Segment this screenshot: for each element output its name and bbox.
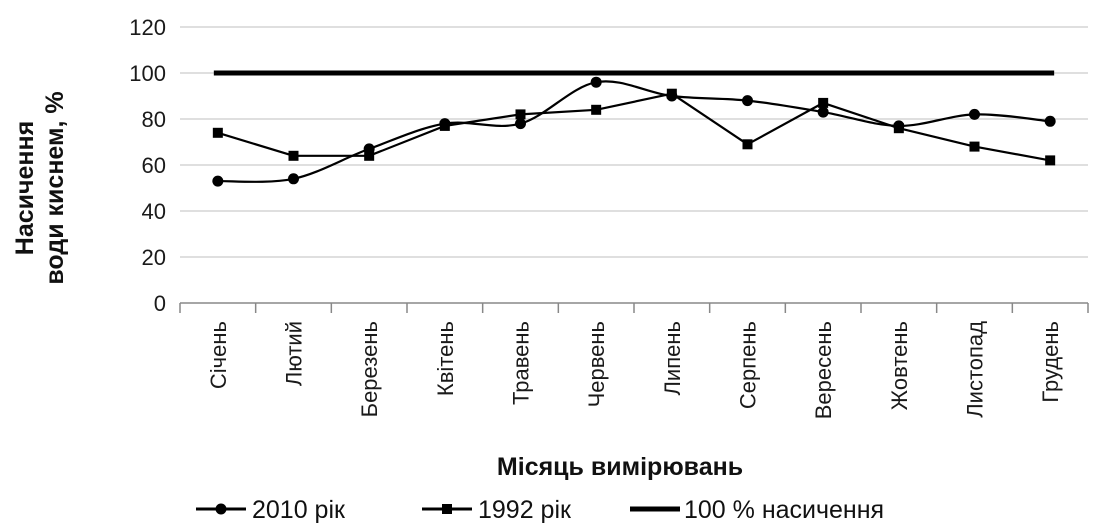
y-axis-title-line-2: води киснем, %: [41, 91, 69, 284]
point-1992-9: [818, 97, 829, 108]
x-tick-labels: Січень Лютий Березень Квітень Травень Червень…: [206, 321, 1063, 419]
x-tick-label-4: Квітень: [433, 321, 458, 396]
y-tick-labels: 0 20 40 60 80 100 120: [129, 15, 166, 316]
y-tick-label-100: 100: [129, 61, 166, 86]
point-1992-12: [1045, 155, 1056, 166]
point-2010-9: [817, 106, 829, 118]
x-tick-label-5: Травень: [509, 321, 534, 405]
point-2010-6: [590, 76, 602, 88]
point-1992-11: [969, 141, 980, 152]
point-2010-8: [742, 95, 753, 107]
point-1992-10: [893, 123, 904, 134]
x-tick-label-7: Липень: [660, 321, 685, 396]
legend: 2010 рік 1992 рік 100 % насичення: [196, 496, 884, 523]
legend-marker-circle: [215, 503, 227, 515]
point-1992-1: [212, 127, 223, 138]
x-tick-label-3: Березень: [357, 321, 382, 417]
legend-item-2010: 2010 рік: [196, 496, 346, 523]
y-tick-label-40: 40: [142, 199, 166, 224]
point-1992-3: [364, 150, 375, 161]
x-tick-label-8: Серпень: [736, 321, 761, 409]
y-tick-label-60: 60: [142, 153, 166, 178]
point-2010-1: [212, 175, 224, 187]
x-axis-title: Місяць вимірювань: [497, 453, 743, 481]
y-tick-label-120: 120: [129, 15, 166, 40]
point-1992-8: [742, 139, 753, 150]
point-2010-2: [288, 173, 299, 185]
legend-item-1992: 1992 рік: [422, 496, 572, 523]
x-tick-label-11: Листопад: [963, 321, 988, 418]
series-line-2010: [217, 80, 1051, 183]
legend-label-saturation: 100 % насичення: [684, 496, 884, 523]
point-1992-6: [591, 104, 602, 115]
x-tick-label-10: Жовтень: [887, 321, 912, 410]
y-axis-title-line-1: Насичення: [11, 121, 39, 255]
point-2010-11: [969, 108, 980, 120]
y-tick-label-0: 0: [154, 291, 166, 316]
point-1992-5: [515, 109, 526, 120]
legend-marker-square: [442, 504, 452, 514]
legend-item-saturation: 100 % насичення: [630, 496, 884, 523]
legend-label-1992: 1992 рік: [478, 496, 572, 523]
x-tick-label-2: Лютий: [282, 321, 307, 386]
series-line-1992: [217, 92, 1051, 162]
point-1992-2: [288, 150, 299, 161]
point-1992-4: [439, 120, 450, 131]
point-2010-5: [515, 118, 526, 130]
x-tick-label-9: Вересень: [811, 321, 836, 419]
x-tick-label-1: Січень: [206, 321, 231, 389]
legend-label-2010: 2010 рік: [252, 496, 346, 523]
series-layer: [212, 70, 1056, 187]
x-tick-label-6: Червень: [584, 321, 609, 407]
x-tick-label-12: Грудень: [1038, 321, 1063, 403]
point-2010-12: [1044, 115, 1056, 127]
point-1992-7: [666, 88, 677, 99]
axes: [179, 302, 1089, 313]
y-tick-label-80: 80: [142, 107, 166, 132]
y-tick-label-20: 20: [142, 245, 166, 270]
